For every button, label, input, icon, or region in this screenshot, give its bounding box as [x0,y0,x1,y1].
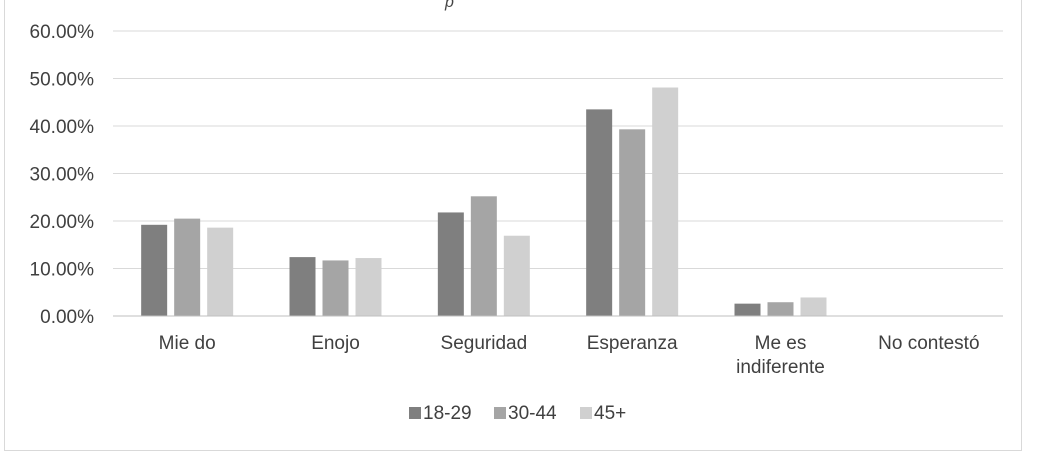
x-axis-labels: Mie do Enojo Seguridad Esperanza Me es indife… [159,333,980,378]
y-tick-label: 30.00% [30,165,95,186]
y-tick-label: 60.00% [30,22,95,43]
chart-frame [4,0,1022,451]
x-tick-label: Mie do [159,333,216,354]
chart-title-fragment: p [445,0,454,11]
y-tick-label: 0.00% [40,307,94,328]
y-tick-label: 20.00% [30,212,95,233]
bar-30-44 [322,260,349,316]
legend-label: 30-44 [508,403,557,424]
x-tick-label: Me es [755,333,807,354]
bar-30-44 [174,218,201,316]
bar-30-44 [767,302,794,316]
x-tick-label: No contestó [878,333,979,354]
x-tick-label: Seguridad [441,333,528,354]
y-tick-label: 10.00% [30,260,95,281]
bar-45+ [207,227,234,316]
x-tick-label: indiferente [736,357,825,378]
x-tick-label: Esperanza [587,333,678,354]
legend-swatch-18-29 [409,407,421,419]
bar-30-44 [470,196,497,316]
bar-18-29 [586,109,613,316]
bar-45+ [652,87,679,317]
legend-label: 18-29 [423,403,472,424]
x-tick-label: Enojo [311,333,360,354]
bar-45+ [800,297,827,316]
y-tick-label: 40.00% [30,117,95,138]
bar-30-44 [619,129,646,316]
bar-18-29 [141,224,168,316]
y-axis-ticks: 0.00% 10.00% 20.00% 30.00% 40.00% 50.00% 60.00… [30,22,95,328]
y-tick-label: 50.00% [30,70,95,91]
bar-18-29 [437,212,464,316]
bar-45+ [355,258,382,316]
bars [141,87,827,317]
legend-label: 45+ [594,403,626,424]
bar-18-29 [289,257,316,316]
bar-18-29 [734,303,761,316]
gridlines [113,30,1003,269]
legend: 18-29 30-44 45+ [409,403,626,424]
bar-45+ [503,235,530,316]
legend-swatch-30-44 [494,407,506,419]
legend-swatch-45+ [580,407,592,419]
